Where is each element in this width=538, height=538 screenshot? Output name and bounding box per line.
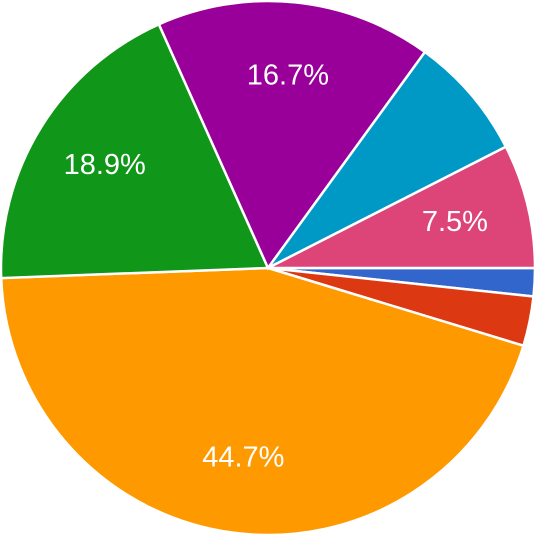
- pie-slice: [0, 22, 270, 280]
- pie-slice: [0, 266, 526, 537]
- pie-slice: [266, 50, 508, 270]
- slice-label: 18.9%: [64, 149, 146, 181]
- pie-slice: [267, 145, 537, 270]
- pie-slice: [157, 0, 427, 271]
- slice-label: 44.7%: [202, 441, 284, 473]
- slice-label: 16.7%: [247, 59, 329, 91]
- slice-label: 7.5%: [422, 206, 488, 238]
